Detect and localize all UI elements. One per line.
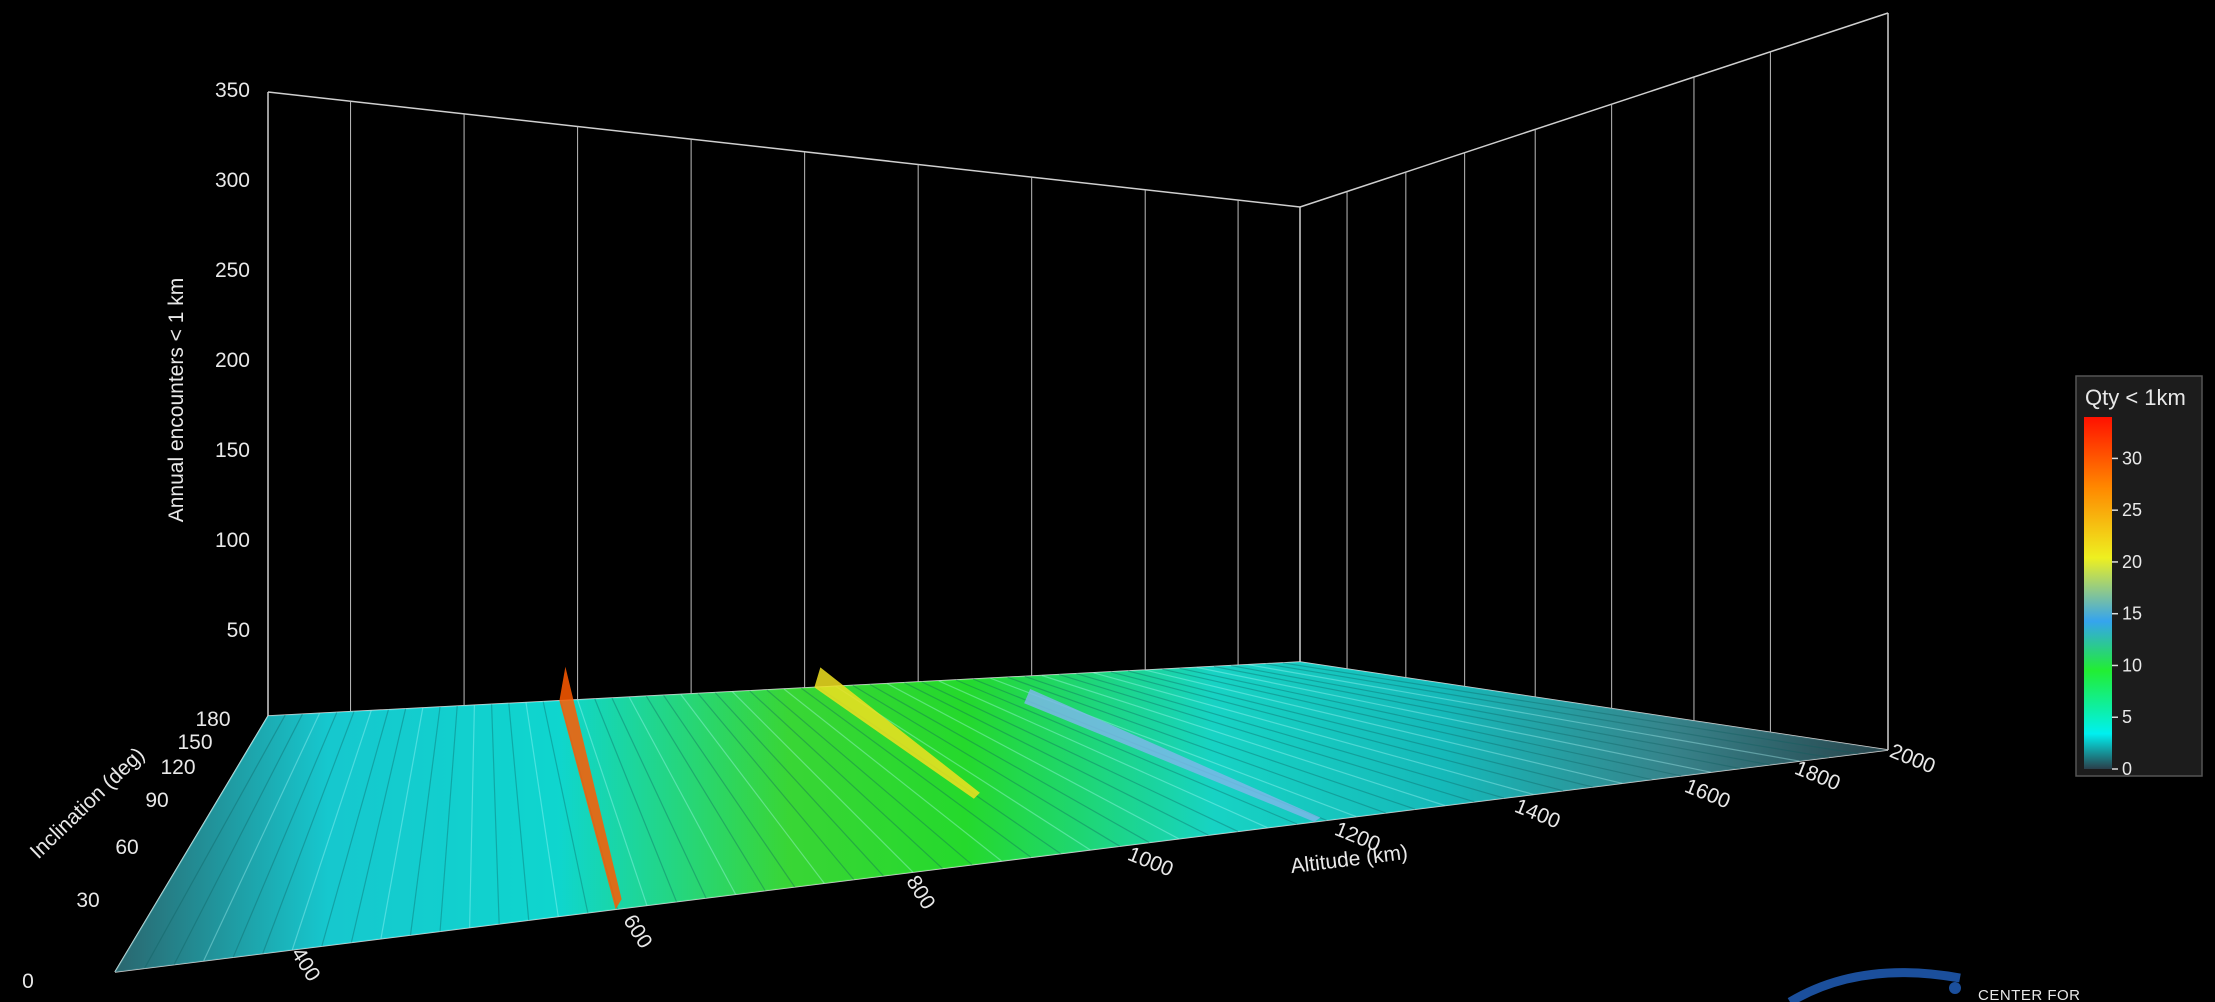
- surface-floor: [115, 662, 1888, 972]
- x-tick-label: 1400: [1511, 795, 1563, 834]
- z-tick-label: 100: [215, 529, 250, 552]
- ridge-mark: [559, 666, 622, 910]
- ridge-mark: [1024, 688, 1321, 822]
- ridge-mark: [814, 667, 980, 799]
- z-tick-label: 50: [227, 619, 250, 642]
- x-tick-label: 600: [618, 911, 656, 953]
- x-tick-label: 1600: [1681, 775, 1733, 814]
- x-tick-label: 2000: [1886, 740, 1938, 779]
- z-tick-label: 300: [215, 169, 250, 192]
- y-tick-label: 150: [177, 731, 212, 754]
- z-tick-label: 200: [215, 349, 250, 372]
- legend-title: Qty < 1km: [2085, 385, 2186, 410]
- x-axis-title: Altitude (km): [1289, 841, 1409, 878]
- y-tick-label: 60: [115, 836, 138, 859]
- organization-logo: CENTER FOR: [1787, 968, 2081, 1002]
- z-axis-title: Annual encounters < 1 km: [165, 278, 188, 523]
- colorbar: [2084, 417, 2112, 769]
- svg-text:CENTER FOR: CENTER FOR: [1978, 987, 2081, 1002]
- x-tick-label: 1000: [1124, 843, 1176, 882]
- z-tick-label: 150: [215, 439, 250, 462]
- color-legend: Qty < 1km 30 25 20 15 10 5 0: [2075, 375, 2203, 779]
- colorbar-tick-label: 0: [2122, 759, 2132, 779]
- z-tick-label: 350: [215, 79, 250, 102]
- colorbar-tick-label: 25: [2122, 500, 2142, 520]
- z-axis-ticks: 350 300 250 200 150 100 50: [215, 79, 250, 642]
- density-surface: [114, 662, 1888, 973]
- grid-lines: [350, 51, 1771, 733]
- z-tick-label: 250: [215, 259, 250, 282]
- y-tick-label: 120: [160, 756, 195, 779]
- y-tick-label: 90: [145, 789, 168, 812]
- x-tick-label: 800: [901, 872, 939, 914]
- colorbar-tick-label: 5: [2122, 707, 2132, 727]
- colorbar-tick-label: 10: [2122, 655, 2142, 675]
- y-tick-label: 30: [76, 889, 99, 912]
- y-tick-label: 180: [195, 708, 230, 731]
- y-tick-label: 0: [22, 970, 34, 993]
- colorbar-tick-label: 20: [2122, 552, 2142, 572]
- colorbar-tick-label: 30: [2122, 448, 2142, 468]
- colorbar-tick-label: 15: [2122, 604, 2142, 624]
- x-tick-label: 1800: [1791, 757, 1843, 796]
